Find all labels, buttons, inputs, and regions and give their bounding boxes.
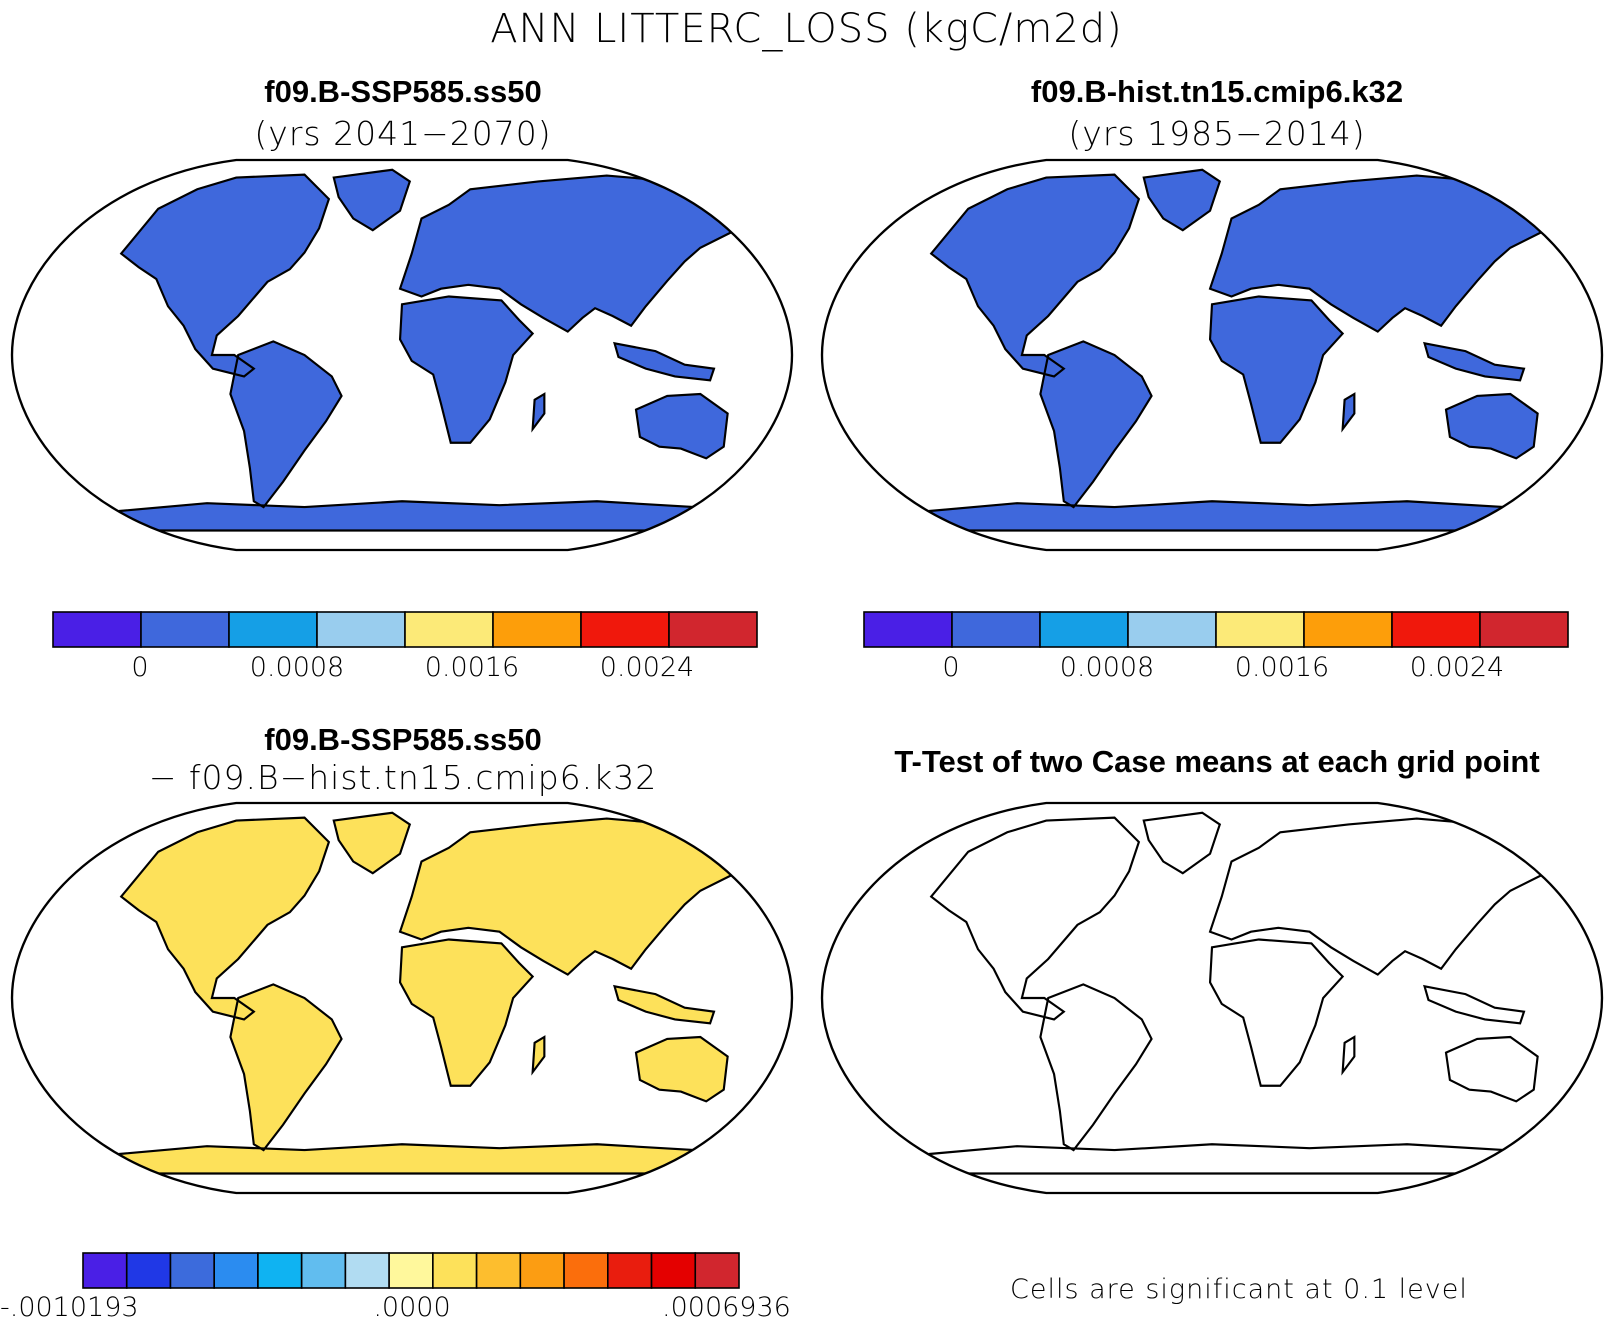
colorbar-swatch <box>650 1252 697 1289</box>
colorbar-swatch <box>316 611 406 648</box>
colorbar-swatch <box>344 1252 390 1289</box>
colorbar-swatch <box>580 611 670 648</box>
panel-bottom-right-title: T-Test of two Case means at each grid po… <box>894 744 1540 779</box>
panel-top-left-title: f09.B-SSP585.ss50 <box>264 74 542 109</box>
cb1-tick-label: 0.0016 <box>424 652 520 683</box>
colorbar-swatch <box>863 611 953 648</box>
map-bottom-left <box>10 801 794 1195</box>
map-outline <box>820 158 1604 552</box>
colorbar-swatch <box>140 611 230 648</box>
cb2-tick-label: 0.0016 <box>1234 652 1330 683</box>
figure-title: ANN LITTERC_LOSS (kgC/m2d) <box>490 6 1123 52</box>
colorbar-swatch <box>404 611 494 648</box>
cb3-tick-label: .0000 <box>373 1292 451 1323</box>
map-outline <box>10 801 794 1195</box>
panel-top-left-subtitle: (yrs 2041−2070) <box>254 114 552 153</box>
cb1-tick-label: 0.0008 <box>249 652 345 683</box>
cb1-tick-label: 0.0024 <box>599 652 695 683</box>
colorbar-swatch <box>169 1252 215 1289</box>
colorbar-swatch <box>125 1252 172 1289</box>
colorbar-swatch <box>213 1252 259 1289</box>
colorbar-swatch <box>563 1252 609 1289</box>
colorbar-swatch <box>300 1252 347 1289</box>
significance-note: Cells are significant at 0.1 level <box>1010 1274 1468 1305</box>
panel-top-right-subtitle: (yrs 1985−2014) <box>1068 114 1366 153</box>
map-bottom-right <box>820 801 1604 1195</box>
colorbar-swatch <box>475 1252 522 1289</box>
cb2-tick-label: 0 <box>942 652 960 683</box>
map-outline <box>820 801 1604 1195</box>
colorbar-swatch <box>388 1252 434 1289</box>
colorbar-swatch <box>52 611 142 648</box>
colorbar-swatch <box>432 1252 478 1289</box>
colorbar-swatch <box>951 611 1041 648</box>
colorbar-bottom-left <box>82 1252 740 1289</box>
colorbar-swatch <box>82 1252 128 1289</box>
colorbar-swatch <box>1215 611 1305 648</box>
colorbar-swatch <box>668 611 758 648</box>
map-top-left <box>10 158 794 552</box>
cb3-tick-label: .0006936 <box>662 1292 791 1323</box>
colorbar-top-left <box>52 611 758 648</box>
panel-bottom-left-subtitle: − f09.B−hist.tn15.cmip6.k32 <box>148 758 658 797</box>
panel-bottom-left-title: f09.B-SSP585.ss50 <box>264 722 542 757</box>
map-top-right <box>820 158 1604 552</box>
colorbar-swatch <box>1127 611 1217 648</box>
colorbar-top-right <box>863 611 1569 648</box>
colorbar-swatch <box>694 1252 740 1289</box>
cb2-tick-label: 0.0024 <box>1409 652 1505 683</box>
colorbar-swatch <box>606 1252 653 1289</box>
colorbar-swatch <box>1303 611 1393 648</box>
cb3-tick-label: -.0010193 <box>0 1292 139 1323</box>
colorbar-swatch <box>1039 611 1129 648</box>
cb2-tick-label: 0.0008 <box>1059 652 1155 683</box>
colorbar-swatch <box>1391 611 1481 648</box>
panel-top-right-title: f09.B-hist.tn15.cmip6.k32 <box>1030 74 1404 109</box>
map-outline <box>10 158 794 552</box>
colorbar-swatch <box>519 1252 565 1289</box>
colorbar-swatch <box>228 611 318 648</box>
cb1-tick-label: 0 <box>131 652 149 683</box>
colorbar-swatch <box>257 1252 303 1289</box>
colorbar-swatch <box>492 611 582 648</box>
colorbar-swatch <box>1479 611 1569 648</box>
